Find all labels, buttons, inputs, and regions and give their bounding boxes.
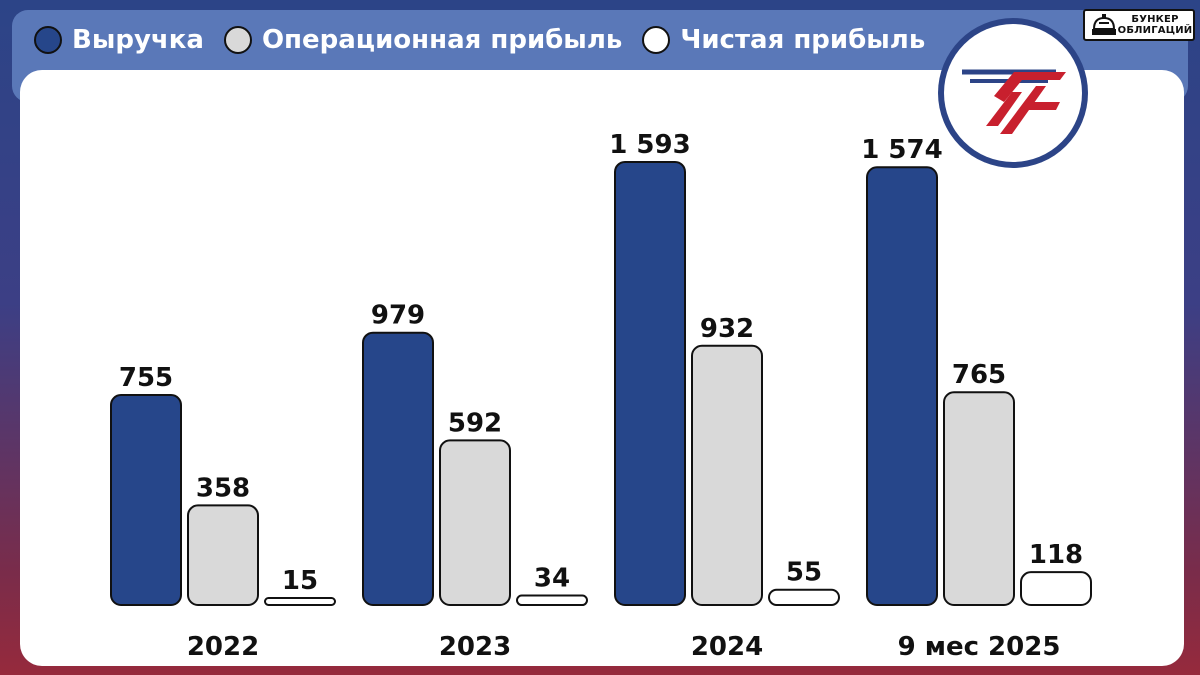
badge-line-1: БУНКЕР [1131, 14, 1179, 25]
category-label-0: 2022 [187, 632, 259, 662]
data-label-net-profit-2: 55 [786, 558, 822, 588]
bunker-icon [1092, 14, 1116, 35]
data-label-revenue-3: 1 574 [861, 135, 942, 165]
bar-chart: 755 358 15 2022 979 592 34 2023 1 593 932 55 2024 1 … [110, 130, 1092, 662]
bar-revenue-3 [866, 166, 938, 606]
data-label-net-profit-1: 34 [534, 564, 570, 594]
bar-operating-profit-3 [943, 391, 1015, 606]
data-label-operating-profit-1: 592 [448, 408, 502, 438]
bar-operating-profit-2 [691, 344, 763, 606]
badge-text: БУНКЕР ОБЛИГАЦИЙ [1117, 14, 1193, 36]
legend-label-net-profit: Чистая прибыль [680, 25, 926, 55]
chart-panel: 755 358 15 2022 979 592 34 2023 1 593 932 55 2024 1 … [20, 70, 1184, 666]
company-logo [938, 18, 1088, 168]
bar-operating-profit-1 [439, 439, 511, 606]
legend-swatch-revenue [34, 26, 62, 54]
bar-net-profit-1 [516, 594, 588, 607]
brand-badge: БУНКЕР ОБЛИГАЦИЙ [1083, 9, 1195, 41]
bar-net-profit-2 [768, 588, 840, 606]
data-label-operating-profit-2: 932 [700, 314, 754, 344]
data-label-net-profit-3: 118 [1029, 540, 1083, 570]
category-label-3: 9 мес 2025 [898, 632, 1061, 662]
legend-item-operating-profit: Операционная прибыль [223, 25, 623, 55]
legend-swatch-operating-profit [223, 26, 252, 54]
category-label-2: 2024 [691, 632, 763, 662]
bar-revenue-1 [362, 331, 434, 606]
data-label-revenue-1: 979 [371, 301, 425, 331]
logo-mark-icon [962, 69, 1066, 134]
bar-net-profit-3 [1020, 571, 1092, 606]
legend-item-net-profit: Чистая прибыль [642, 25, 925, 55]
legend-label-revenue: Выручка [72, 25, 204, 55]
data-label-revenue-0: 755 [119, 363, 173, 393]
legend-item-revenue: Выручка [34, 25, 204, 55]
data-label-revenue-2: 1 593 [609, 130, 690, 160]
bar-operating-profit-0 [187, 504, 259, 606]
data-label-operating-profit-3: 765 [952, 360, 1006, 390]
category-label-1: 2023 [439, 632, 511, 662]
data-label-net-profit-0: 15 [282, 566, 318, 596]
badge-line-2: ОБЛИГАЦИЙ [1117, 25, 1193, 36]
legend: Выручка Операционная прибыль Чистая приб… [34, 20, 945, 60]
legend-label-operating-profit: Операционная прибыль [261, 25, 623, 55]
data-label-operating-profit-0: 358 [196, 473, 250, 503]
bar-revenue-2 [614, 160, 686, 607]
bar-net-profit-0 [264, 597, 336, 606]
bar-revenue-0 [110, 394, 182, 606]
legend-swatch-net-profit [642, 26, 671, 54]
